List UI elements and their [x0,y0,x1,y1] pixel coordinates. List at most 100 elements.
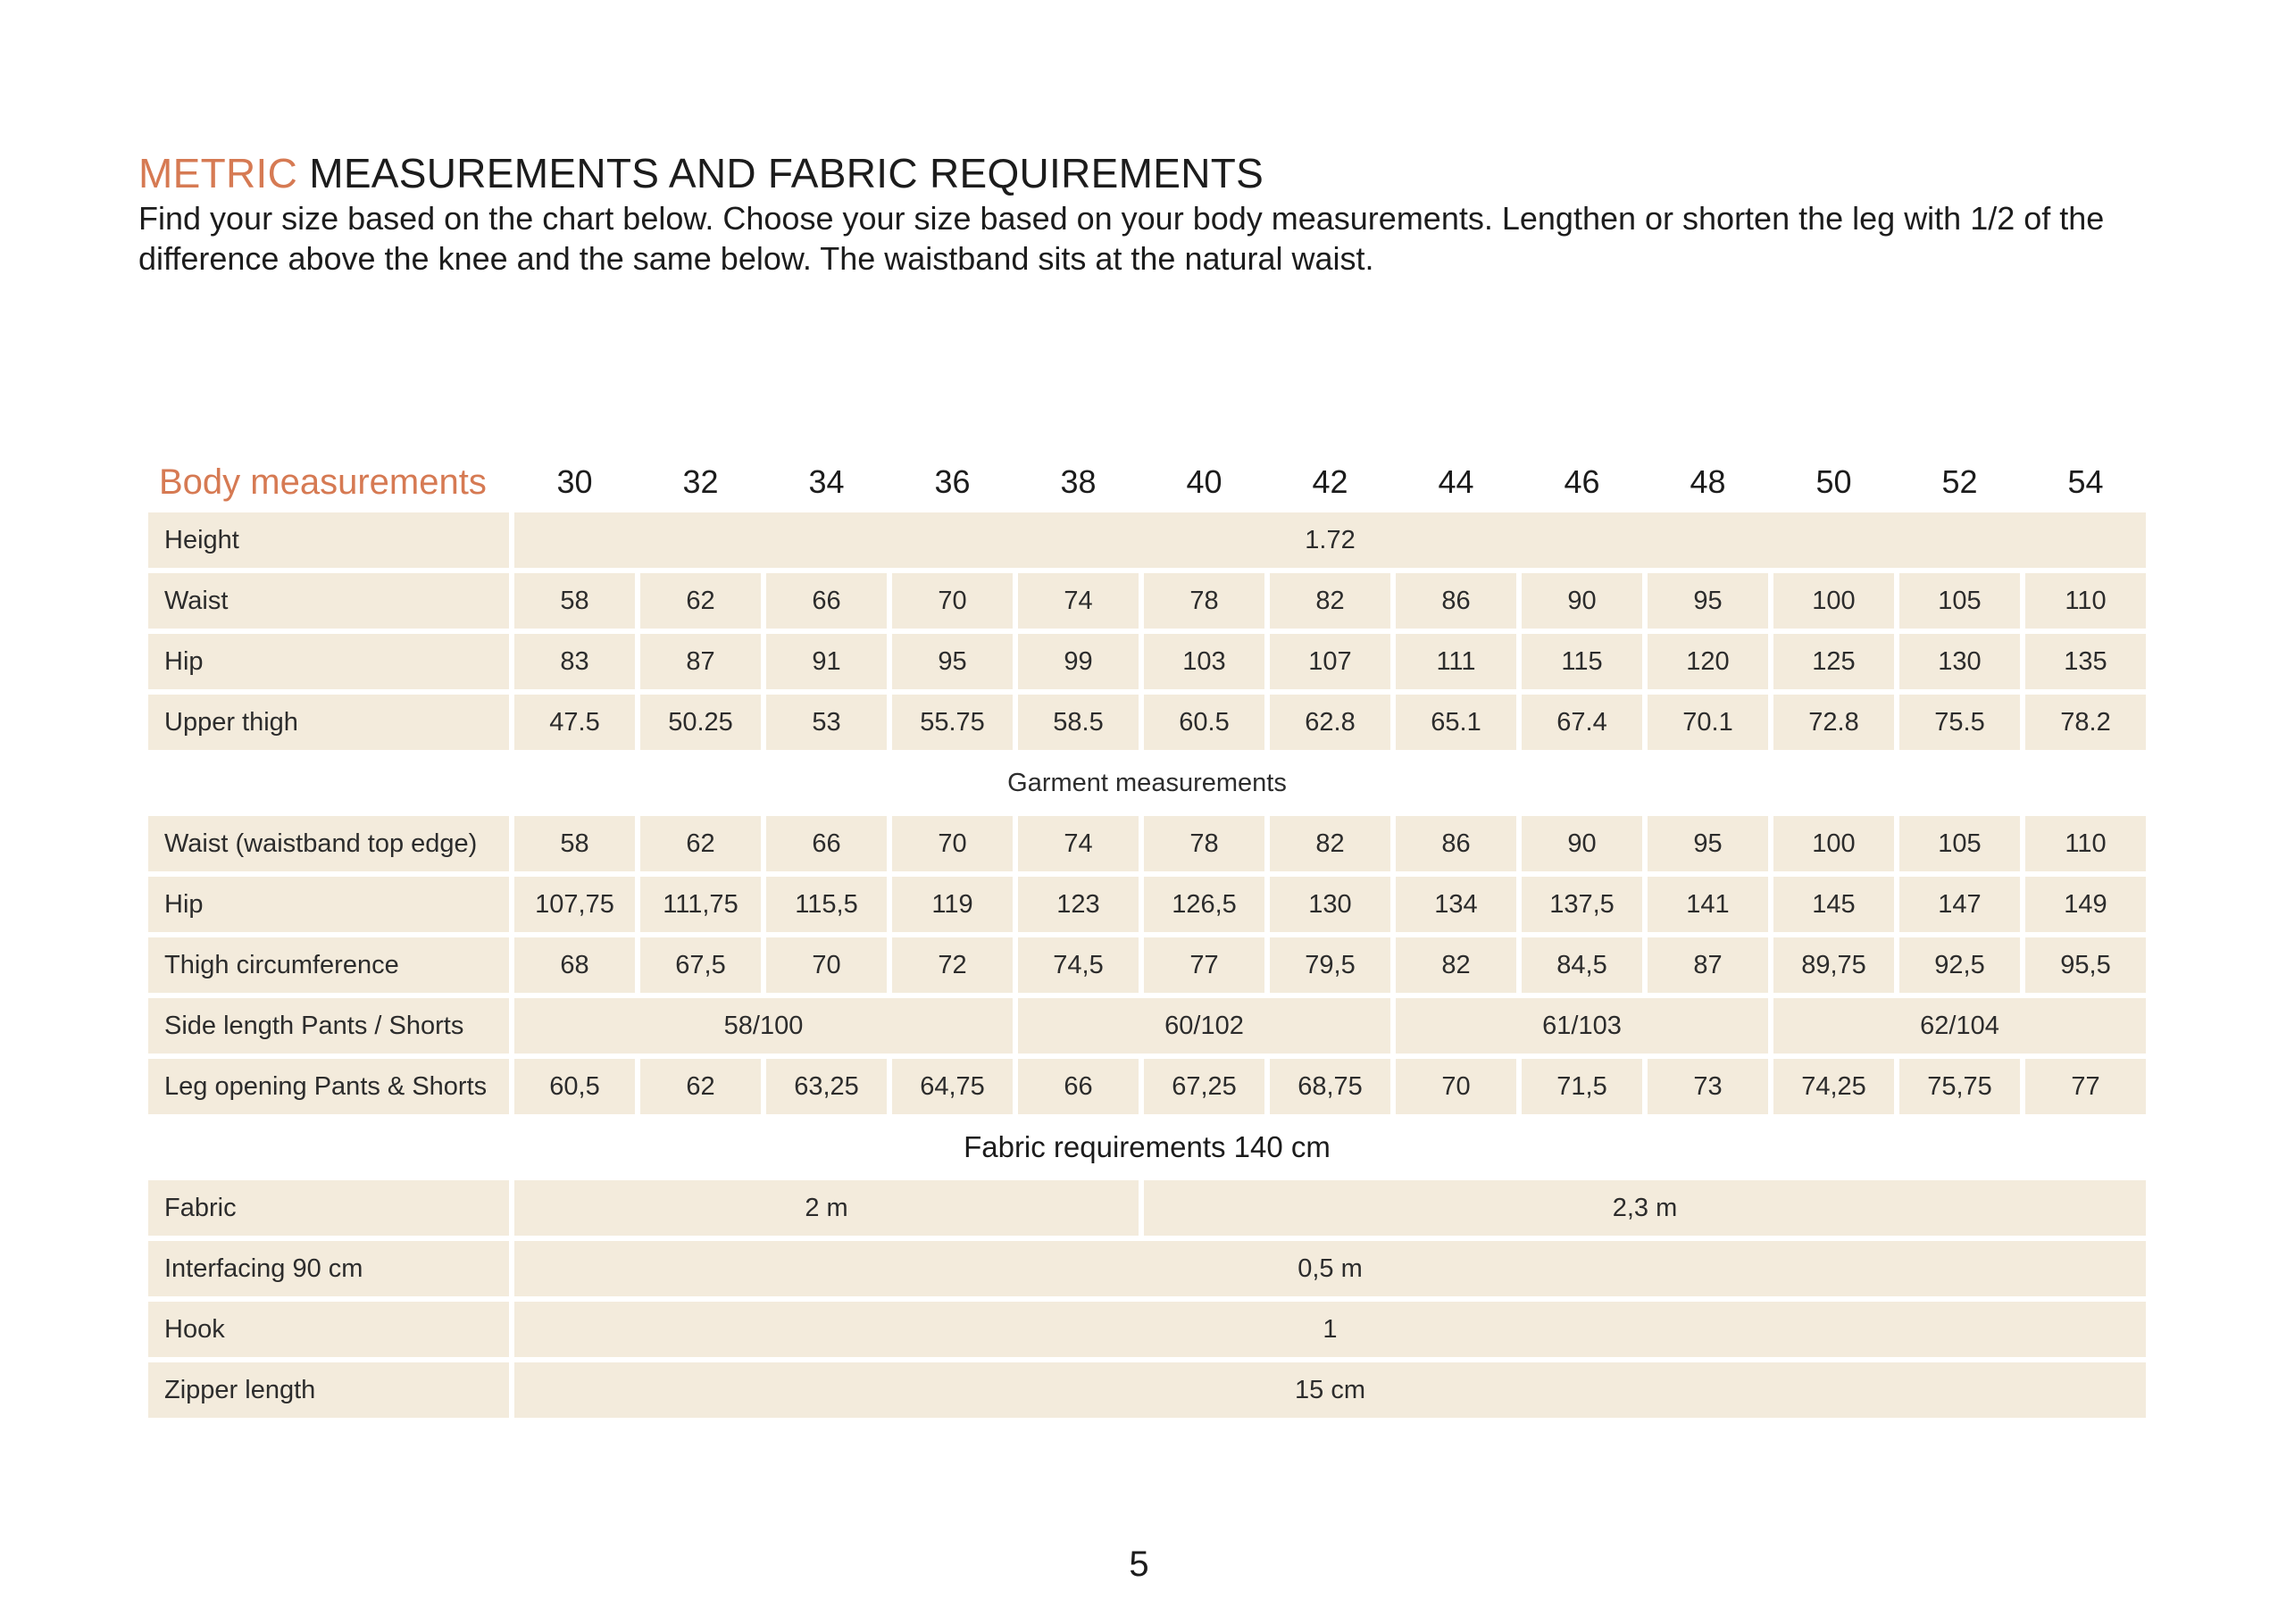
size-header: 52 [1941,463,1978,500]
table-cell: 95,5 [2025,937,2146,993]
table-cell: 123 [1018,877,1139,932]
size-header: 54 [2067,463,2104,500]
table-row-hip: Hip 83 87 91 95 99 103 107 111 115 120 1… [148,634,2146,689]
table-cell: 86 [1396,816,1516,871]
table-cell: 55.75 [892,695,1013,750]
table-cell: 70 [892,573,1013,629]
title-rest: MEASUREMENTS AND FABRIC REQUIREMENTS [297,150,1264,196]
table-cell: 60.5 [1144,695,1264,750]
table-cell: 95 [1648,573,1768,629]
table-row-waist: Waist 58 62 66 70 74 78 82 86 90 95 100 … [148,573,2146,629]
table-cell: 62.8 [1270,695,1390,750]
table-cell: 86 [1396,573,1516,629]
table-cell: 65.1 [1396,695,1516,750]
table-cell: 87 [1648,937,1768,993]
title-accent: METRIC [138,150,298,196]
fabric-section-row: Fabric requirements 140 cm [148,1120,2146,1175]
size-header: 50 [1815,463,1852,500]
table-cell: 145 [1773,877,1894,932]
table-cell: 100 [1773,816,1894,871]
table-row-leg-opening: Leg opening Pants & Shorts 60,5 62 63,25… [148,1059,2146,1114]
table-cell: 141 [1648,877,1768,932]
row-label: Hip [148,634,509,689]
table-cell: 71,5 [1522,1059,1642,1114]
table-cell: 58.5 [1018,695,1139,750]
table-cell: 78 [1144,816,1264,871]
row-label: Side length Pants / Shorts [148,998,509,1054]
row-label: Waist [148,573,509,629]
table-cell: 1 [514,1302,2146,1357]
table-cell: 111 [1396,634,1516,689]
table-cell: 58/100 [514,998,1013,1054]
table-cell: 74 [1018,816,1139,871]
size-header: 42 [1312,463,1348,500]
table-row-waistband: Waist (waistband top edge) 58 62 66 70 7… [148,816,2146,871]
row-label: Zipper length [148,1362,509,1418]
table-cell: 72 [892,937,1013,993]
size-header: 46 [1564,463,1600,500]
garment-measurements-heading: Garment measurements [1007,768,1287,797]
table-cell: 0,5 m [514,1241,2146,1296]
size-header: 36 [934,463,971,500]
size-header: 48 [1690,463,1726,500]
intro-text: Find your size based on the chart below.… [138,200,2105,277]
table-cell: 62 [640,816,761,871]
page-title: METRIC MEASUREMENTS AND FABRIC REQUIREME… [138,148,1264,198]
table-cell: 70 [1396,1059,1516,1114]
size-header: 40 [1186,463,1222,500]
table-cell: 68 [514,937,635,993]
table-cell: 82 [1396,937,1516,993]
table-cell: 90 [1522,816,1642,871]
table-cell: 2,3 m [1144,1180,2146,1236]
table-cell: 74 [1018,573,1139,629]
table-cell: 125 [1773,634,1894,689]
table-cell: 87 [640,634,761,689]
row-label: Interfacing 90 cm [148,1241,509,1296]
table-cell: 66 [766,816,887,871]
table-cell: 105 [1899,573,2020,629]
row-label: Thigh circumference [148,937,509,993]
size-chart-table: Body measurements 30 32 34 36 38 40 42 4… [143,452,2151,1423]
table-cell: 50.25 [640,695,761,750]
table-cell: 74,25 [1773,1059,1894,1114]
table-cell: 83 [514,634,635,689]
table-cell: 99 [1018,634,1139,689]
table-cell: 84,5 [1522,937,1642,993]
table-row-zipper: Zipper length 15 cm [148,1362,2146,1418]
table-cell: 63,25 [766,1059,887,1114]
size-header-row: Body measurements 30 32 34 36 38 40 42 4… [148,457,2146,507]
size-header: 44 [1438,463,1474,500]
row-label: Hip [148,877,509,932]
row-label: Upper thigh [148,695,509,750]
size-header: 38 [1060,463,1097,500]
table-cell: 95 [892,634,1013,689]
table-cell: 60,5 [514,1059,635,1114]
table-row-height: Height 1.72 [148,512,2146,568]
table-cell: 72.8 [1773,695,1894,750]
table-cell: 90 [1522,573,1642,629]
table-cell: 147 [1899,877,2020,932]
table-cell: 111,75 [640,877,761,932]
table-cell: 47.5 [514,695,635,750]
table-cell: 66 [766,573,887,629]
table-row-upper-thigh: Upper thigh 47.5 50.25 53 55.75 58.5 60.… [148,695,2146,750]
table-cell: 77 [2025,1059,2146,1114]
table-row-fabric: Fabric 2 m 2,3 m [148,1180,2146,1236]
garment-section-row: Garment measurements [148,755,2146,811]
table-cell: 67,5 [640,937,761,993]
table-cell: 103 [1144,634,1264,689]
table-cell: 1.72 [514,512,2146,568]
page-number: 5 [1129,1545,1149,1584]
table-cell: 137,5 [1522,877,1642,932]
table-cell: 91 [766,634,887,689]
table-cell: 149 [2025,877,2146,932]
table-cell: 74,5 [1018,937,1139,993]
table-cell: 70 [892,816,1013,871]
table-cell: 115,5 [766,877,887,932]
table-cell: 58 [514,816,635,871]
table-cell: 78 [1144,573,1264,629]
size-header: 34 [808,463,845,500]
table-cell: 77 [1144,937,1264,993]
row-label: Leg opening Pants & Shorts [148,1059,509,1114]
table-cell: 119 [892,877,1013,932]
